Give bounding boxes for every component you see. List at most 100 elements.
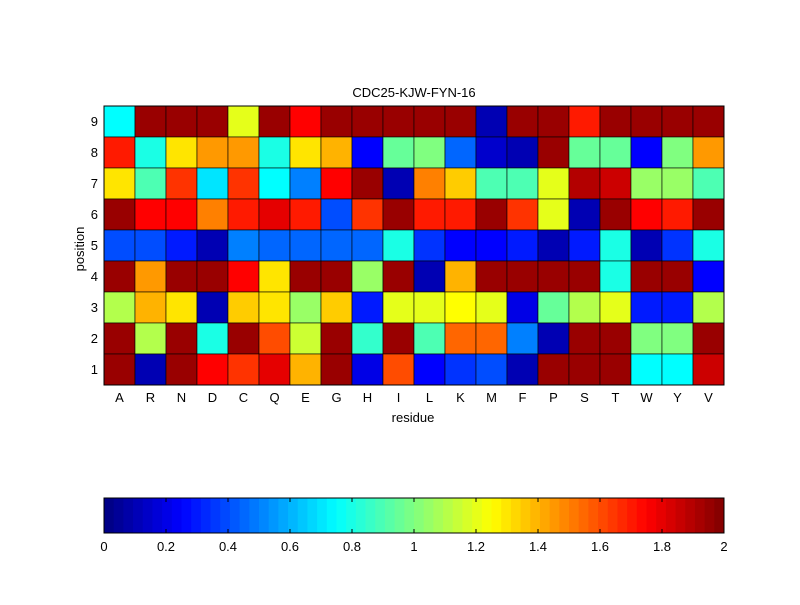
heatmap-cell	[475, 229, 508, 262]
heatmap-cell	[134, 353, 167, 386]
colorbar-tick-label: 1.8	[653, 539, 671, 554]
colorbar-segment	[462, 498, 473, 533]
heatmap-cell	[289, 353, 322, 386]
heatmap-cell	[351, 353, 384, 386]
colorbar-segment	[559, 498, 570, 533]
heatmap-cell	[103, 322, 136, 355]
heatmap-cell	[227, 322, 260, 355]
y-tick-label: 2	[91, 331, 98, 346]
heatmap-cell	[413, 136, 446, 169]
colorbar-segment	[394, 498, 405, 533]
heatmap-cell	[258, 136, 291, 169]
colorbar-segment	[326, 498, 337, 533]
y-tick-label: 1	[91, 362, 98, 377]
heatmap-cell	[630, 136, 663, 169]
heatmap-cell	[661, 229, 694, 262]
x-tick-label: G	[331, 390, 341, 405]
x-tick-label: I	[397, 390, 401, 405]
colorbar-tick-label: 1.6	[591, 539, 609, 554]
heatmap-cell	[382, 105, 415, 138]
heatmap-cell	[165, 198, 198, 231]
heatmap-cell	[692, 167, 725, 200]
y-tick-label: 8	[91, 145, 98, 160]
colorbar-segment	[433, 498, 444, 533]
heatmap-cell	[444, 291, 477, 324]
colorbar	[104, 498, 725, 533]
heatmap-cell	[103, 229, 136, 262]
x-tick-label: M	[486, 390, 497, 405]
colorbar-segment	[384, 498, 396, 533]
colorbar-segment	[317, 498, 328, 533]
heatmap-cell	[599, 322, 632, 355]
colorbar-segment	[346, 498, 357, 533]
heatmap-cell	[413, 291, 446, 324]
heatmap-cell	[289, 136, 322, 169]
colorbar-segment	[491, 498, 502, 533]
colorbar-segment	[598, 498, 609, 533]
heatmap-cell	[692, 353, 725, 386]
colorbar-tick-label: 0.2	[157, 539, 175, 554]
heatmap-cell	[599, 136, 632, 169]
heatmap-cell	[413, 229, 446, 262]
heatmap-cell	[661, 322, 694, 355]
heatmap-cell	[320, 260, 353, 293]
heatmap-cell	[537, 260, 570, 293]
heatmap-cell	[661, 198, 694, 231]
x-axis-label: residue	[392, 410, 435, 425]
heatmap-cell	[134, 291, 167, 324]
heatmap-cell	[103, 167, 136, 200]
heatmap-cell	[196, 136, 229, 169]
colorbar-segment	[249, 498, 260, 533]
heatmap-cell	[382, 167, 415, 200]
heatmap-cell	[103, 105, 136, 138]
heatmap-cell	[165, 105, 198, 138]
heatmap-cell	[382, 322, 415, 355]
colorbar-segment	[636, 498, 647, 533]
heatmap-cell	[444, 260, 477, 293]
heatmap-cell	[475, 322, 508, 355]
heatmap-cell	[475, 198, 508, 231]
colorbar-segment	[569, 498, 580, 533]
colorbar-segment	[365, 498, 376, 533]
heatmap-cell	[320, 291, 353, 324]
heatmap-cell	[630, 353, 663, 386]
heatmap-cell	[196, 198, 229, 231]
heatmap-cell	[134, 167, 167, 200]
heatmap-cell	[506, 229, 539, 262]
heatmap-cell	[103, 198, 136, 231]
heatmap-cell	[506, 167, 539, 200]
heatmap-cell	[289, 198, 322, 231]
heatmap-cell	[227, 353, 260, 386]
heatmap-cell	[568, 167, 601, 200]
heatmap-cell	[134, 198, 167, 231]
heatmap-cell	[444, 136, 477, 169]
heatmap-cell	[196, 353, 229, 386]
heatmap-cell	[351, 167, 384, 200]
colorbar-segment	[530, 498, 541, 533]
heatmap-cell	[599, 229, 632, 262]
x-tick-label: F	[519, 390, 527, 405]
colorbar-segment	[142, 498, 153, 533]
heatmap-cell	[289, 105, 322, 138]
colorbar-segment	[181, 498, 192, 533]
heatmap-cell	[475, 105, 508, 138]
heatmap-cell	[320, 136, 353, 169]
heatmap-cell	[630, 229, 663, 262]
heatmap-cell	[630, 105, 663, 138]
heatmap-cell	[196, 229, 229, 262]
x-tick-label: A	[115, 390, 124, 405]
colorbar-segment	[414, 498, 425, 533]
chart-title: CDC25-KJW-FYN-16	[352, 85, 475, 100]
heatmap-cell	[134, 322, 167, 355]
colorbar-segment	[452, 498, 463, 533]
heatmap-cell	[444, 322, 477, 355]
colorbar-tick-labels: 0 0.2 0.4 0.6 0.8 1 1.2 1.4 1.6 1.8 2	[100, 498, 728, 554]
heatmap-cell	[289, 229, 322, 262]
colorbar-segment	[191, 498, 202, 533]
heatmap-cell	[134, 260, 167, 293]
x-tick-label: E	[301, 390, 310, 405]
heatmap-cell	[320, 105, 353, 138]
x-tick-label: K	[456, 390, 465, 405]
